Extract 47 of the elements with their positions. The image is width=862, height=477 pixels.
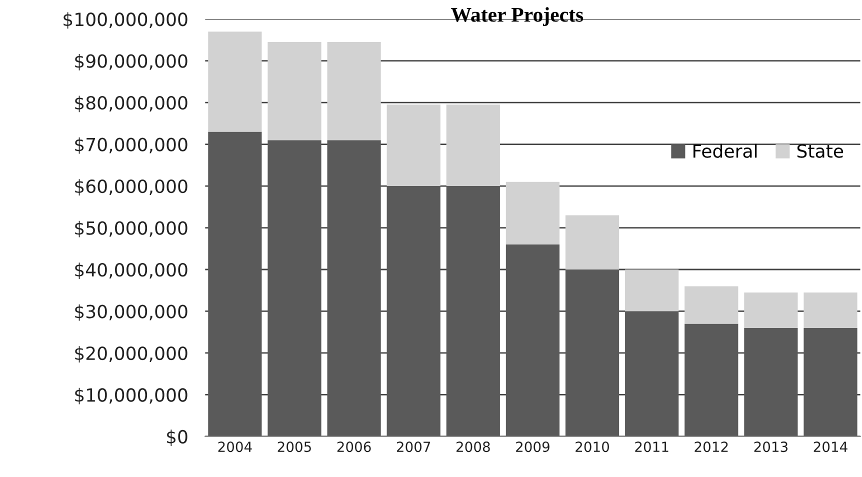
y-tick-label: $90,000,000 [75,54,188,70]
x-tick-label: 2009 [516,442,550,452]
y-tick-label: $40,000,000 [75,262,188,280]
bar [208,32,262,132]
x-tick-label: 2008 [456,442,490,452]
bar [804,328,858,436]
bar [386,104,440,186]
bar [327,42,381,140]
y-tick-label: $50,000,000 [75,220,188,238]
bar [386,186,440,436]
bar [506,182,560,244]
legend-label: Federal [694,144,757,158]
bar [744,292,798,328]
y-tick-label: $70,000,000 [75,137,188,154]
y-tick-label: $100,000,000 [64,12,188,29]
bar [744,328,798,436]
bar [268,140,322,436]
bar [506,244,560,436]
bar [625,311,679,436]
y-tick-label: $60,000,000 [75,179,188,196]
y-tick-label: $30,000,000 [75,304,188,321]
y-tick-label: $0 [167,430,188,446]
bar [268,42,322,140]
x-tick-label: 2004 [218,442,252,452]
bar [684,324,738,436]
bar [684,286,738,324]
y-tick-label: $80,000,000 [75,96,188,112]
chart-title: Water Projects [451,7,584,26]
x-tick-label: 2010 [576,442,610,452]
bar [327,140,381,436]
bar [208,132,262,436]
bar [565,215,620,270]
bar [565,270,620,436]
x-tick-label: 2005 [278,442,311,452]
x-tick-label: 2006 [337,442,371,452]
x-tick-label: 2012 [694,442,728,452]
bar [625,270,679,312]
bar [446,104,500,186]
y-tick-label: $20,000,000 [75,346,188,362]
x-tick-label: 2014 [814,442,848,452]
bar [446,186,500,436]
x-tick-label: 2011 [635,442,668,452]
x-tick-label: 2007 [396,442,430,452]
legend-label: State [797,144,844,158]
bar [804,292,858,328]
x-tick-label: 2013 [754,442,788,452]
y-tick-label: $10,000,000 [75,388,188,404]
